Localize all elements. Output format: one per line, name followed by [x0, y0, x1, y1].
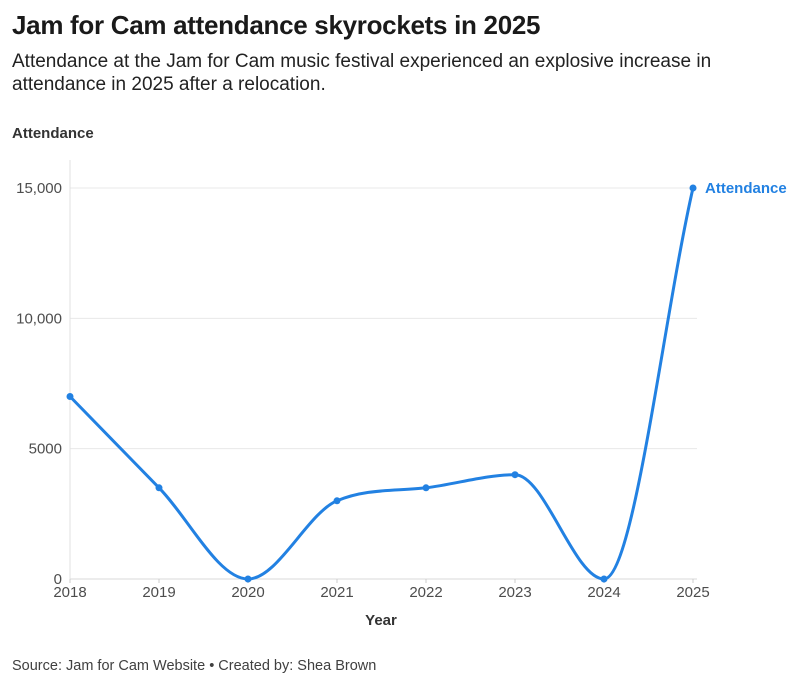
data-point — [244, 575, 252, 583]
byline-label: Created by: — [218, 658, 294, 674]
chart-footer: Source: Jam for Cam Website • Created by… — [12, 658, 376, 674]
byline-text: Shea Brown — [297, 658, 377, 674]
data-point — [600, 575, 608, 583]
chart-description: Attendance at the Jam for Cam music fest… — [12, 51, 712, 95]
series-line — [68, 186, 695, 581]
source-text: Jam for Cam Website — [66, 658, 206, 674]
y-tick-label: 15,000 — [16, 180, 62, 197]
x-tick-label: 2020 — [231, 584, 264, 601]
data-point — [422, 484, 430, 492]
y-axis-title: Attendance — [12, 125, 94, 142]
data-point — [66, 393, 74, 400]
x-tick-label: 2023 — [498, 584, 531, 601]
series-label: Attendance — [705, 180, 787, 197]
data-point — [155, 484, 163, 492]
x-axis-title: Year — [365, 612, 397, 629]
y-tick-label: 0 — [54, 571, 62, 588]
data-point — [333, 497, 341, 505]
x-tick-label: 2018 — [53, 584, 86, 601]
y-tick-label: 5000 — [29, 441, 62, 458]
data-point — [511, 471, 519, 479]
footer-separator: • — [209, 658, 215, 674]
x-tick-label: 2022 — [409, 584, 442, 601]
x-tick-label: 2019 — [142, 584, 175, 601]
x-tick-label: 2024 — [587, 584, 620, 601]
chart-title: Jam for Cam attendance skyrockets in 202… — [12, 10, 541, 40]
source-label: Source: — [12, 658, 62, 674]
data-point — [689, 184, 697, 192]
x-tick-label: 2021 — [320, 584, 353, 601]
y-tick-label: 10,000 — [16, 310, 62, 327]
x-tick-label: 2025 — [676, 584, 709, 601]
